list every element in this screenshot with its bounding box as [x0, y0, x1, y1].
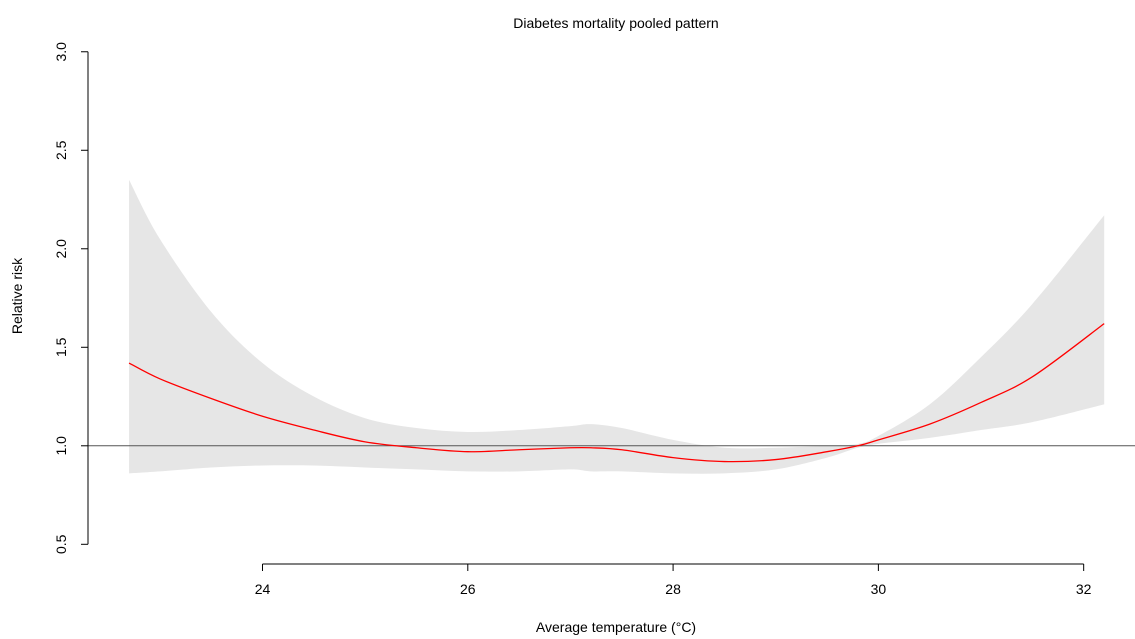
- y-tick-label: 3.0: [53, 42, 69, 62]
- x-tick-label: 24: [255, 581, 271, 597]
- y-axis: 0.5 1.0 1.5 2.0 2.5 3.0: [53, 42, 89, 554]
- y-tick-label: 2.5: [53, 140, 69, 160]
- x-tick-label: 30: [871, 581, 887, 597]
- x-tick-label: 26: [460, 581, 476, 597]
- x-axis-title: Average temperature (°C): [536, 619, 696, 635]
- x-tick-label: 28: [665, 581, 681, 597]
- y-tick-label: 2.0: [53, 239, 69, 259]
- x-tick-label: 32: [1076, 581, 1092, 597]
- y-axis-title: Relative risk: [9, 257, 25, 334]
- y-tick-label: 1.5: [53, 337, 69, 357]
- x-axis: 24 26 28 30 32: [255, 563, 1092, 597]
- y-tick-label: 0.5: [53, 534, 69, 554]
- plot-area: [88, 179, 1135, 474]
- y-tick-label: 1.0: [53, 436, 69, 456]
- chart-title: Diabetes mortality pooled pattern: [513, 15, 718, 31]
- relative-risk-line: [128, 323, 1105, 463]
- confidence-band: [129, 179, 1105, 474]
